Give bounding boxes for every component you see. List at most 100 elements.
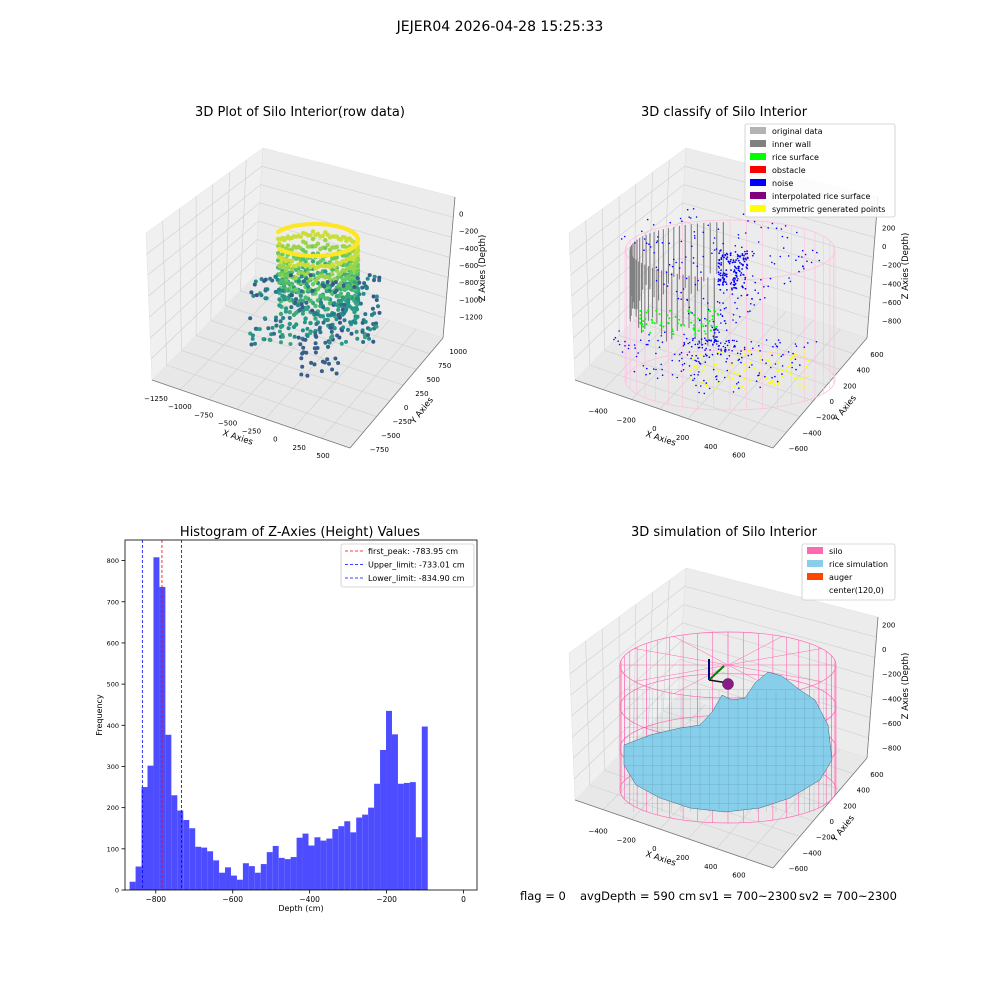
raw-point [354, 317, 358, 321]
legend-label: Lower_limit: -834.90 cm [368, 574, 465, 583]
raw-point [298, 308, 302, 312]
cls-noise-point [640, 339, 642, 341]
cls-noise-point [718, 266, 720, 268]
cls-noise-point [743, 282, 745, 284]
cls-symmetric-point [689, 370, 691, 372]
cls-noise-point [803, 268, 805, 270]
cls-rice-point [711, 325, 713, 327]
raw-point [335, 245, 339, 249]
hist-bar [213, 860, 219, 890]
cls-rice-point [693, 324, 695, 326]
cls-noise-point [799, 364, 801, 366]
cls-noise-point [712, 327, 714, 329]
cls-noise-point [757, 292, 759, 294]
cls-noise-point [746, 265, 748, 267]
cls-noise-point [720, 349, 722, 351]
raw-point [281, 335, 285, 339]
cls-noise-point [686, 278, 688, 280]
hist-bar [189, 828, 195, 890]
raw-point [304, 301, 308, 305]
legend-label: symmetric generated points [772, 205, 885, 214]
hist-bar [171, 795, 177, 890]
hist-bar [386, 711, 392, 890]
hist-bar [148, 766, 154, 890]
raw-point [319, 301, 323, 305]
cls-noise-point [720, 322, 722, 324]
hist-bar [350, 832, 356, 890]
cls-noise-point [798, 271, 800, 273]
raw-point [328, 324, 332, 328]
cls-noise-point [738, 269, 740, 271]
cls-symmetric-point [718, 351, 720, 353]
cls-noise-point [722, 302, 724, 304]
cls-symmetric-point [721, 372, 723, 374]
cls-noise-point [689, 342, 691, 344]
cls-noise-point [772, 346, 774, 348]
cls-noise-point [713, 321, 715, 323]
raw-point [296, 271, 300, 275]
cls-noise-point [751, 341, 753, 343]
raw-point [251, 294, 255, 298]
cls-noise-point [736, 341, 738, 343]
cls-noise-point [744, 277, 746, 279]
cls-symmetric-point [728, 376, 730, 378]
cls-noise-point [790, 281, 792, 283]
raw-x-tick-label: −500 [218, 419, 237, 427]
raw-point [299, 235, 303, 239]
cls-noise-point [735, 275, 737, 277]
cls-noise-point [759, 372, 761, 374]
cls-noise-point [671, 274, 673, 276]
cls-noise-point [694, 231, 696, 233]
cls-noise-point [764, 376, 766, 378]
cls-noise-point [759, 299, 761, 301]
raw-point [335, 372, 339, 376]
cls-rice-point [698, 330, 700, 332]
raw-point [301, 312, 305, 316]
cls-noise-point [772, 223, 774, 225]
cls-noise-point [682, 364, 684, 366]
cls-noise-point [705, 325, 707, 327]
cls-noise-point [781, 356, 783, 358]
sim-y-tick-label: −600 [789, 865, 808, 873]
sim-z-tick-label: 0 [882, 646, 886, 654]
hist-bar [380, 750, 386, 890]
cls-noise-point [754, 221, 756, 223]
cls-noise-point [697, 343, 699, 345]
cls-rice-point [646, 323, 648, 325]
raw-point [356, 276, 360, 280]
cls-noise-point [647, 344, 649, 346]
cls-noise-point [725, 361, 727, 363]
cls-noise-point [707, 225, 709, 227]
raw-point [292, 325, 296, 329]
raw-point [251, 333, 255, 337]
raw-point [330, 330, 334, 334]
raw-point [287, 326, 291, 330]
raw-point [258, 327, 262, 331]
cls-noise-point [796, 232, 798, 234]
cls-noise-point [691, 346, 693, 348]
raw-point [341, 326, 345, 330]
cls-noise-point [738, 260, 740, 262]
cls-noise-point [683, 369, 685, 371]
raw-y-tick-label: 750 [438, 362, 451, 370]
cls-z-tick-label: 200 [882, 224, 895, 232]
raw-zlabel: Z Axies (Depth) [478, 235, 488, 302]
cls-noise-point [673, 259, 675, 261]
cls-rice-point [668, 317, 670, 319]
cls-noise-point [736, 383, 738, 385]
legend-swatch [750, 153, 766, 160]
cls-noise-point [656, 242, 658, 244]
cls-noise-point [716, 341, 718, 343]
cls-noise-point [678, 298, 680, 300]
cls-noise-point [714, 249, 716, 251]
cls-noise-point [774, 376, 776, 378]
cls-symmetric-point [732, 364, 734, 366]
raw-point [366, 333, 370, 337]
sim-y-tick-label: 400 [857, 787, 870, 795]
cls-noise-point [702, 256, 704, 258]
cls-symmetric-point [743, 378, 745, 380]
legend-swatch [807, 560, 823, 567]
hist-bar [159, 587, 165, 890]
cls-noise-point [782, 354, 784, 356]
cls-noise-point [749, 310, 751, 312]
